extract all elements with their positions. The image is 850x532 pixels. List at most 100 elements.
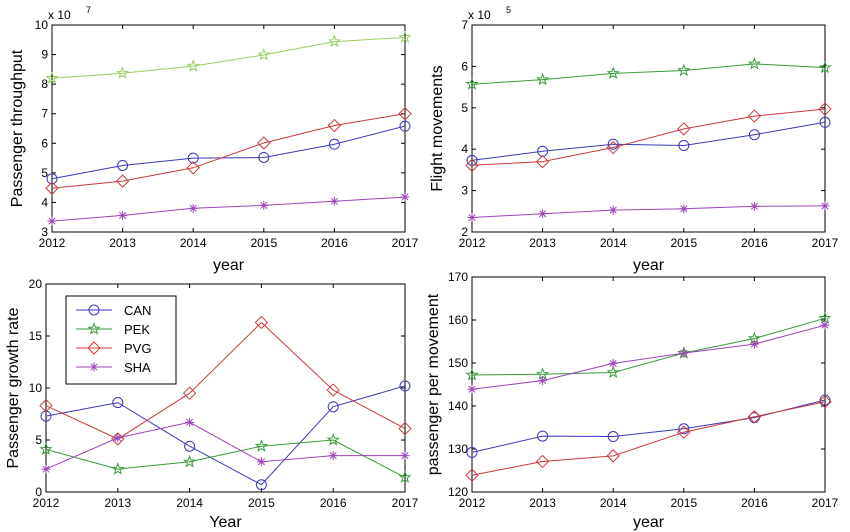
series-line: [467, 320, 830, 394]
data-point: [328, 138, 340, 150]
data-point: [747, 410, 762, 424]
data-point: [184, 440, 196, 452]
data-point: [606, 365, 620, 379]
chart-panel-1: 2012 2013 2014 2015 2016 2017 3 4 5 6 7 8 9 10x 10 7 ye…: [9, 5, 419, 274]
data-point: [677, 122, 691, 136]
data-point: [113, 433, 123, 443]
x-tick-label: 2014: [176, 496, 203, 510]
data-point: [187, 152, 199, 164]
series-line: [47, 192, 410, 226]
chart-panel-2: 2012 2013 2014 2015 2016 2017 2 3 4 5 6 7x 10 5 year F…: [429, 5, 839, 274]
x-tick-label: 2017: [392, 236, 419, 250]
y-tick-label: 5: [461, 101, 468, 115]
data-point: [467, 384, 477, 394]
data-point: [399, 380, 411, 392]
y-tick-label: 3: [461, 184, 468, 198]
data-point: [536, 72, 550, 86]
data-point: [41, 464, 51, 474]
x-tick-label: 2015: [248, 496, 275, 510]
data-point: [677, 425, 691, 439]
data-point: [46, 173, 58, 185]
data-point: [538, 376, 548, 386]
y-tick-label: 15: [29, 329, 43, 343]
legend-label: PVG: [124, 341, 151, 356]
series-path: [51, 113, 406, 189]
data-point: [608, 358, 618, 368]
series-line: [40, 380, 411, 491]
data-point: [818, 60, 832, 74]
x-axis-label: year: [633, 257, 665, 274]
series-path: [45, 439, 406, 478]
series-line: [466, 394, 831, 458]
chart-panel-4: 2012 2013 2014 2015 2016 2017 120 130 140 150 160 1…: [425, 270, 839, 531]
x-tick-label: 2017: [392, 496, 419, 510]
data-point: [535, 454, 550, 469]
y-tick-label: 10: [29, 381, 43, 395]
y-axis-label: Flight movements: [429, 65, 446, 191]
x-tick-label: 2016: [320, 496, 347, 510]
data-point: [259, 200, 269, 210]
y-tick-label: 0: [35, 485, 42, 499]
x-tick-label: 2012: [33, 496, 60, 510]
y-tick-label: 8: [41, 77, 48, 91]
data-point: [465, 77, 479, 90]
data-point: [399, 120, 411, 132]
y-tick-label: 5: [41, 166, 48, 180]
series-path: [45, 321, 406, 440]
series-path: [45, 385, 406, 486]
x-tick-label: 2014: [600, 236, 627, 250]
data-point: [400, 451, 410, 461]
y-tick-label: 7: [41, 107, 48, 121]
series-path: [51, 36, 406, 79]
series-path: [471, 63, 826, 85]
data-point: [327, 401, 339, 413]
data-point: [400, 192, 410, 202]
y-tick-label: 9: [41, 48, 48, 62]
series-line: [467, 201, 830, 223]
data-point: [535, 154, 550, 169]
data-point: [185, 417, 195, 427]
series-line: [465, 311, 832, 381]
legend-marker: [87, 341, 101, 355]
x-tick-label: 2013: [529, 236, 556, 250]
series-line: [45, 107, 412, 195]
data-point: [678, 139, 690, 151]
data-point: [254, 439, 268, 452]
data-point: [747, 56, 761, 70]
data-point: [186, 59, 200, 72]
data-point: [606, 66, 620, 80]
legend-label: SHA: [124, 360, 151, 375]
data-point: [606, 449, 620, 463]
x-tick-label: 2012: [459, 236, 486, 250]
data-point: [39, 442, 53, 455]
x-tick-label: 2015: [250, 236, 277, 250]
y-tick-label: 7: [461, 18, 468, 32]
x-axis-label: year: [633, 514, 665, 531]
series-path: [471, 205, 826, 218]
y-axis-multiplier-exponent: 5: [506, 5, 511, 15]
series-path: [51, 196, 406, 222]
data-point: [398, 421, 412, 436]
x-tick-label: 2016: [741, 496, 768, 510]
data-point: [537, 430, 549, 442]
data-point: [465, 158, 479, 173]
data-point: [538, 209, 548, 219]
y-axis-multiplier-exponent: 7: [86, 5, 91, 15]
data-point: [326, 433, 340, 446]
y-tick-label: 6: [41, 136, 48, 150]
data-point: [465, 468, 479, 482]
data-point: [747, 109, 762, 123]
data-point: [607, 431, 619, 443]
y-tick-label: 4: [41, 195, 48, 209]
y-axis-label: passenger per movement: [425, 293, 442, 475]
data-point: [679, 204, 689, 214]
data-point: [606, 140, 620, 155]
data-point: [117, 159, 129, 171]
data-point: [255, 479, 267, 491]
y-axis-label: Passenger throughput: [9, 49, 26, 207]
data-point: [39, 398, 53, 413]
series-line: [46, 120, 411, 185]
data-point: [326, 383, 340, 397]
data-point: [818, 394, 832, 409]
